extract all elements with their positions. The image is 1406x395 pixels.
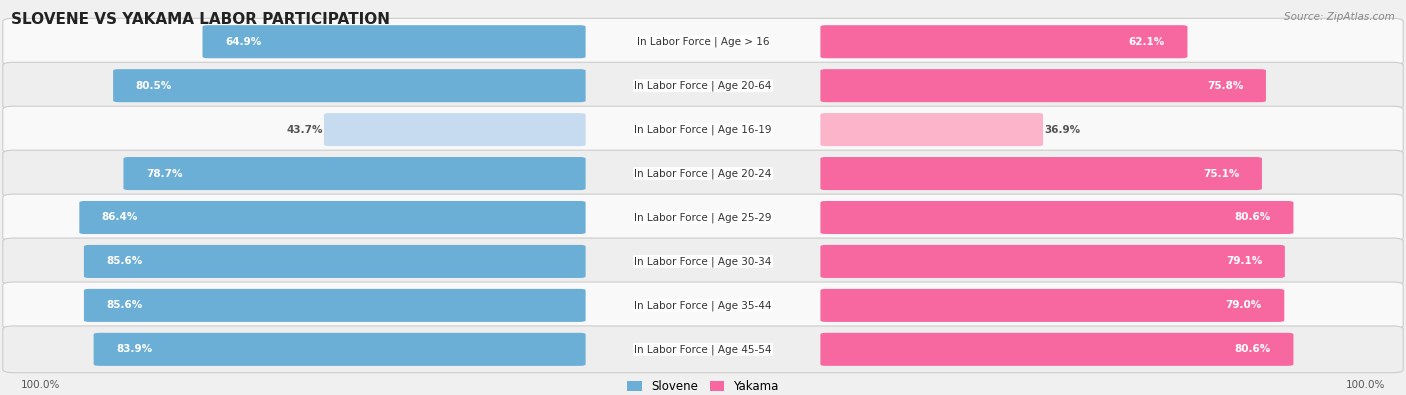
FancyBboxPatch shape xyxy=(821,69,1265,102)
Text: 75.8%: 75.8% xyxy=(1208,81,1243,91)
FancyBboxPatch shape xyxy=(821,113,1043,146)
FancyBboxPatch shape xyxy=(821,25,1188,58)
Text: 78.7%: 78.7% xyxy=(146,169,183,179)
Text: 100.0%: 100.0% xyxy=(21,380,60,390)
FancyBboxPatch shape xyxy=(84,289,585,322)
Text: 75.1%: 75.1% xyxy=(1204,169,1240,179)
Text: In Labor Force | Age 20-64: In Labor Force | Age 20-64 xyxy=(634,81,772,91)
FancyBboxPatch shape xyxy=(84,245,585,278)
FancyBboxPatch shape xyxy=(3,326,1403,373)
Text: 86.4%: 86.4% xyxy=(101,213,138,222)
Text: In Labor Force | Age 45-54: In Labor Force | Age 45-54 xyxy=(634,344,772,355)
Legend: Slovene, Yakama: Slovene, Yakama xyxy=(627,380,779,393)
FancyBboxPatch shape xyxy=(202,25,585,58)
Text: In Labor Force | Age 16-19: In Labor Force | Age 16-19 xyxy=(634,124,772,135)
Text: SLOVENE VS YAKAMA LABOR PARTICIPATION: SLOVENE VS YAKAMA LABOR PARTICIPATION xyxy=(11,12,391,27)
Text: In Labor Force | Age > 16: In Labor Force | Age > 16 xyxy=(637,36,769,47)
Text: In Labor Force | Age 30-34: In Labor Force | Age 30-34 xyxy=(634,256,772,267)
Text: 79.1%: 79.1% xyxy=(1226,256,1263,267)
FancyBboxPatch shape xyxy=(3,62,1403,109)
Text: 80.6%: 80.6% xyxy=(1234,213,1271,222)
Text: 85.6%: 85.6% xyxy=(107,300,142,310)
Text: 80.5%: 80.5% xyxy=(135,81,172,91)
FancyBboxPatch shape xyxy=(821,201,1294,234)
Text: 64.9%: 64.9% xyxy=(225,37,262,47)
FancyBboxPatch shape xyxy=(3,18,1403,65)
Text: 80.6%: 80.6% xyxy=(1234,344,1271,354)
FancyBboxPatch shape xyxy=(124,157,585,190)
FancyBboxPatch shape xyxy=(3,150,1403,197)
FancyBboxPatch shape xyxy=(3,238,1403,285)
FancyBboxPatch shape xyxy=(323,113,585,146)
FancyBboxPatch shape xyxy=(821,157,1263,190)
FancyBboxPatch shape xyxy=(821,333,1294,366)
FancyBboxPatch shape xyxy=(3,106,1403,153)
Text: 100.0%: 100.0% xyxy=(1346,380,1385,390)
FancyBboxPatch shape xyxy=(3,282,1403,329)
FancyBboxPatch shape xyxy=(821,289,1284,322)
Text: Source: ZipAtlas.com: Source: ZipAtlas.com xyxy=(1284,12,1395,22)
Text: 62.1%: 62.1% xyxy=(1129,37,1166,47)
FancyBboxPatch shape xyxy=(821,245,1285,278)
Text: 43.7%: 43.7% xyxy=(285,124,322,135)
Text: 85.6%: 85.6% xyxy=(107,256,142,267)
Text: 36.9%: 36.9% xyxy=(1045,124,1081,135)
FancyBboxPatch shape xyxy=(94,333,585,366)
FancyBboxPatch shape xyxy=(112,69,585,102)
Text: In Labor Force | Age 25-29: In Labor Force | Age 25-29 xyxy=(634,212,772,223)
FancyBboxPatch shape xyxy=(3,194,1403,241)
Text: 83.9%: 83.9% xyxy=(117,344,152,354)
Text: In Labor Force | Age 20-24: In Labor Force | Age 20-24 xyxy=(634,168,772,179)
Text: 79.0%: 79.0% xyxy=(1226,300,1261,310)
Text: In Labor Force | Age 35-44: In Labor Force | Age 35-44 xyxy=(634,300,772,310)
FancyBboxPatch shape xyxy=(79,201,585,234)
